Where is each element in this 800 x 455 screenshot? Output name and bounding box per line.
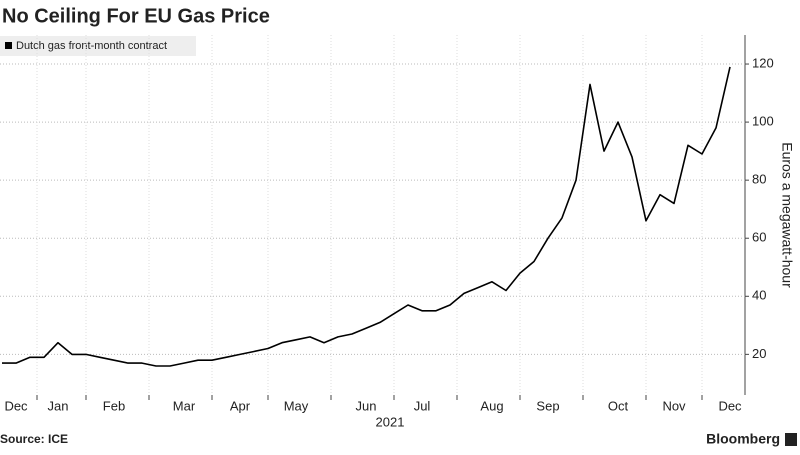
y-tick-label: 120 xyxy=(752,55,774,70)
x-tick-label: Sep xyxy=(536,398,559,413)
y-tick-label: 100 xyxy=(752,114,774,129)
brand: Bloomberg xyxy=(706,431,780,447)
x-tick-label: Dec xyxy=(4,398,28,413)
x-axis-label: 2021 xyxy=(376,414,405,429)
source: Source: ICE xyxy=(0,432,68,446)
x-tick-label: Feb xyxy=(103,398,125,413)
x-tick-label: Jul xyxy=(414,398,431,413)
x-tick-label: Nov xyxy=(662,398,686,413)
x-tick-label: May xyxy=(284,398,309,413)
x-tick-label: Jun xyxy=(356,398,377,413)
x-tick-label: Aug xyxy=(480,398,503,413)
x-tick-label: Dec xyxy=(718,398,742,413)
y-tick-label: 60 xyxy=(752,230,766,245)
legend-swatch xyxy=(5,42,12,49)
x-tick-label: Mar xyxy=(173,398,196,413)
y-axis-label: Euros a megawatt-hour xyxy=(779,142,795,288)
legend-label: Dutch gas front-month contract xyxy=(16,40,167,52)
legend-box xyxy=(0,36,196,56)
chart-title: No Ceiling For EU Gas Price xyxy=(2,5,270,27)
x-tick-label: Apr xyxy=(230,398,251,413)
y-tick-label: 20 xyxy=(752,346,766,361)
x-tick-label: Jan xyxy=(48,398,69,413)
x-tick-label: Oct xyxy=(608,398,629,413)
line xyxy=(2,66,731,367)
y-tick-label: 40 xyxy=(752,288,766,303)
y-tick-label: 80 xyxy=(752,172,766,187)
brand-icon xyxy=(785,433,797,446)
